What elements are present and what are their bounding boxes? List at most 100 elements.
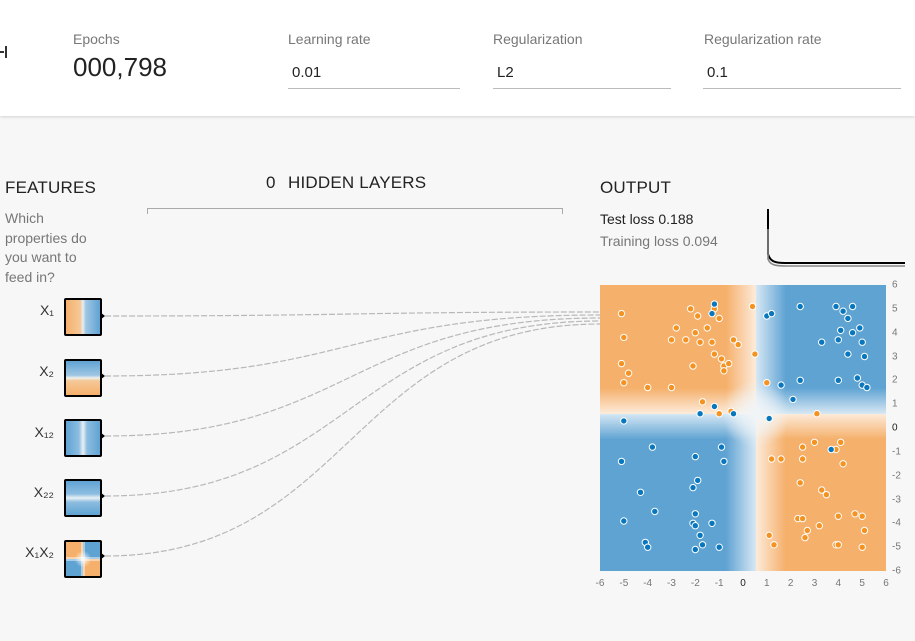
test-loss-value: 0.188 [658,211,694,227]
epochs-value: 000,798 [73,52,167,82]
point-orange-40 [839,460,847,468]
point-blue-37 [636,488,645,497]
point-orange-29 [763,379,771,387]
feature-x2-toggle[interactable] [64,359,102,397]
x-tick-label: -2 [690,578,700,589]
point-blue-16 [860,352,869,361]
point-orange-54 [801,533,809,542]
y-tick-label: -3 [892,494,901,505]
y-tick-label: -5 [892,541,901,553]
output-heatmap [600,285,886,571]
regularization-select[interactable]: L2 [493,60,671,89]
feature-x1x2-toggle[interactable] [64,540,102,578]
y-tick-label: 2 [892,374,898,386]
point-orange-44 [834,512,843,520]
point-orange-11 [696,338,704,346]
learning-rate-select[interactable]: 0.01 [288,60,460,89]
feature-x2sq-toggle[interactable] [64,479,102,517]
point-blue-26 [729,410,738,418]
hidden-layers-title: HIDDEN LAYERS [288,173,427,192]
feature-label-x2: X₂ [39,363,54,379]
y-tick-label: 3 [892,351,898,362]
feature-x2sq-knob [100,492,105,500]
point-blue-20 [853,374,862,382]
regularization-label: Regularization [493,31,583,47]
point-blue-33 [720,457,728,466]
hidden-layers-bracket [147,208,563,214]
point-orange-34 [777,455,785,463]
test-loss: Test loss 0.188 [600,211,693,227]
point-blue-13 [834,336,843,344]
x-tick-label: 5 [859,578,865,589]
point-blue-12 [818,338,826,346]
point-orange-17 [717,355,726,363]
feature-x2sq-thumbnail [66,481,100,515]
point-blue-17 [796,376,804,385]
point-blue-14 [858,338,866,346]
y-tick-label: -6 [892,565,901,577]
point-orange-50 [803,526,812,535]
point-orange-14 [734,340,742,349]
point-blue-30 [717,443,726,451]
point-orange-13 [729,336,738,344]
step-icon[interactable] [0,44,8,60]
point-blue-43 [691,522,700,530]
point-orange-33 [767,455,776,463]
point-orange-10 [682,336,690,344]
point-orange-22 [624,369,633,377]
feature-label-x1sq: X₁₂ [34,424,55,440]
point-blue-47 [698,541,707,549]
feature-x1-toggle[interactable] [64,298,102,336]
point-orange-35 [798,443,807,451]
feature-x1-thumbnail [66,300,100,334]
learning-rate-value: 0.01 [292,64,322,81]
training-loss-label: Training loss [600,233,679,249]
point-orange-45 [851,510,859,518]
y-tick-label: -1 [892,446,901,458]
point-orange-31 [813,410,821,418]
y-tick-label: 0 [892,422,898,434]
test-loss-curve [767,209,905,264]
point-orange-36 [798,455,807,463]
x-tick-label: -4 [643,578,653,589]
output-title: OUTPUT [600,178,672,197]
point-blue-46 [644,543,652,551]
point-orange-41 [796,479,804,487]
point-blue-23 [789,395,797,404]
point-orange-12 [708,338,716,346]
point-orange-38 [837,438,845,447]
point-blue-22 [863,383,871,392]
point-blue-31 [827,445,835,454]
point-orange-28 [698,398,707,406]
point-orange-7 [691,329,700,337]
point-orange-9 [667,336,676,344]
point-orange-53 [770,541,778,549]
point-blue-11 [856,324,864,332]
feature-x1sq-thumbnail [66,421,100,455]
epochs-label: Epochs [73,31,120,47]
x-tick-label: 0 [740,578,746,589]
x-tick-label: 6 [883,578,889,589]
regularization-rate-select[interactable]: 0.1 [703,60,901,89]
point-blue-25 [696,410,704,418]
x-tick-label: 2 [787,578,794,589]
point-orange-1 [686,305,695,313]
x-tick-label: -3 [667,578,676,589]
point-blue-44 [696,531,704,540]
point-orange-20 [689,362,697,370]
point-blue-15 [844,350,852,358]
point-blue-9 [837,326,845,334]
point-orange-30 [667,383,676,392]
point-orange-16 [710,350,719,358]
point-orange-0 [617,309,626,318]
feature-x1sq-toggle[interactable] [64,419,102,457]
point-blue-1 [708,309,716,318]
feature-label-x2sq: X₂₂ [33,484,54,500]
x-tick-label: -5 [619,578,629,589]
y-tick-label: 6 [892,279,898,291]
point-blue-7 [848,302,857,311]
link-x1 [104,311,601,317]
regularization-rate-value: 0.1 [707,64,728,81]
point-blue-19 [777,381,785,389]
point-orange-8 [703,324,712,332]
